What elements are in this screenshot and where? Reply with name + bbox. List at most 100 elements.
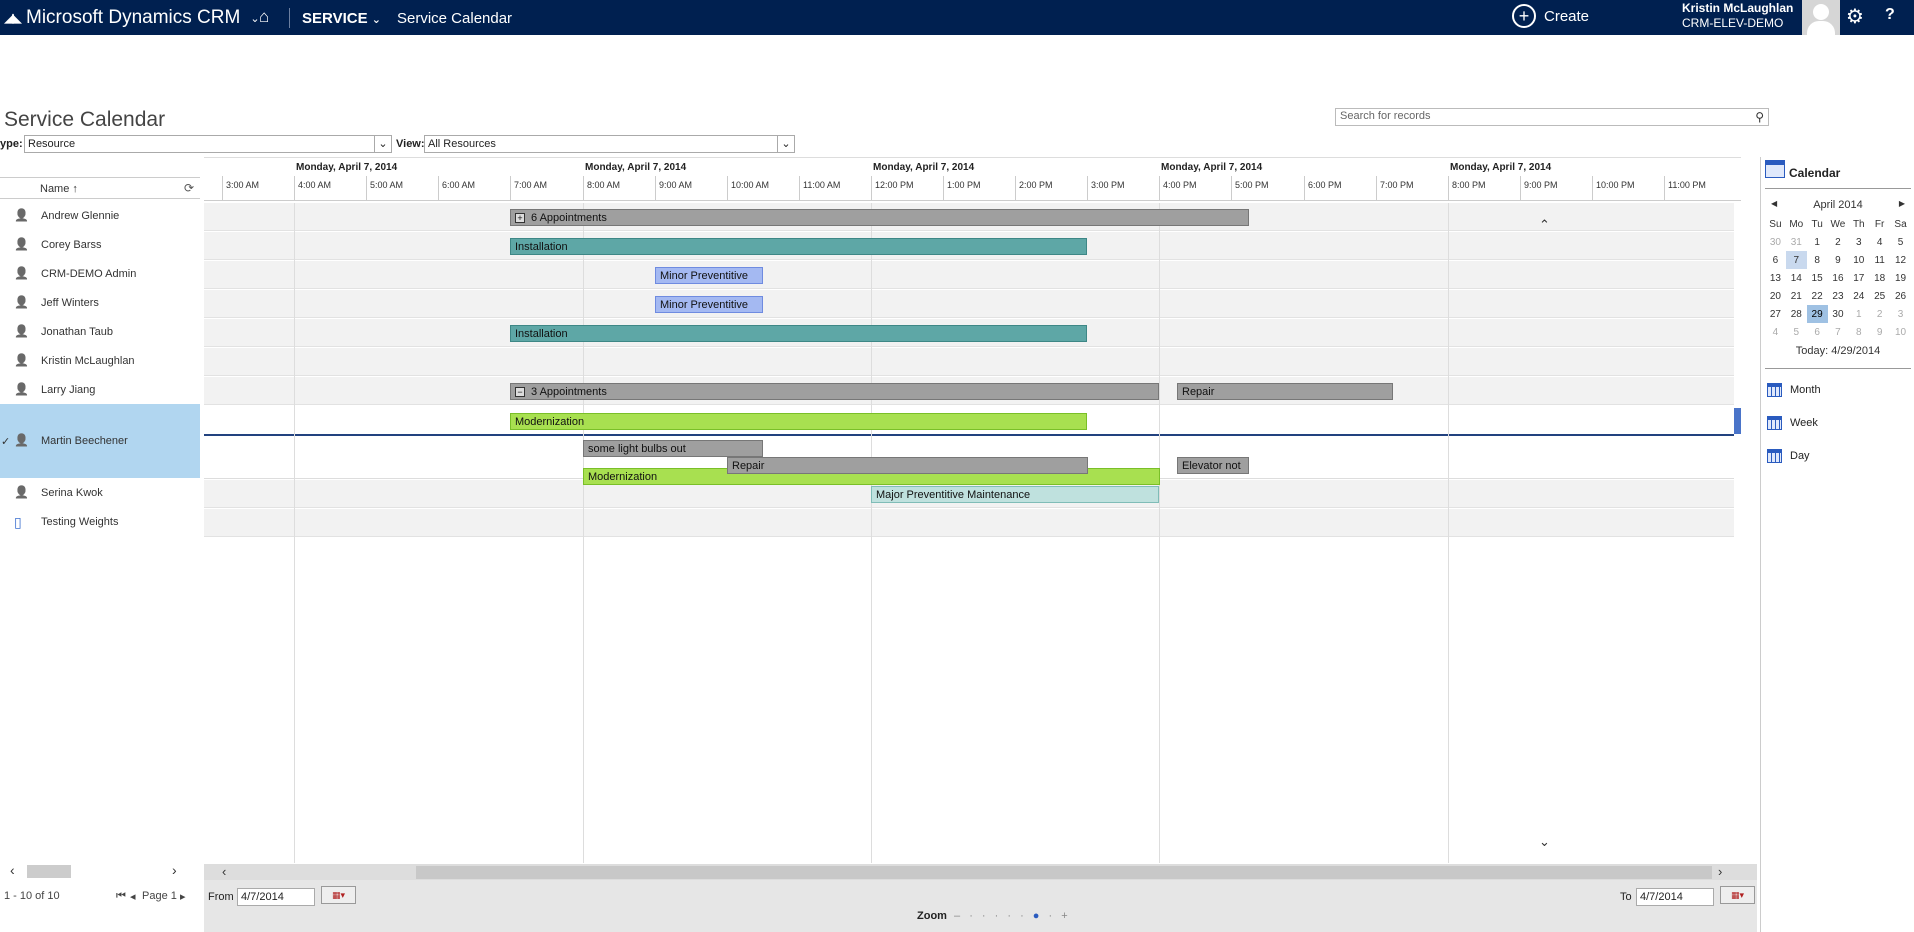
- calendar-day[interactable]: 19: [1894, 272, 1907, 284]
- calendar-day[interactable]: 10: [1894, 326, 1907, 338]
- calendar-day[interactable]: 5: [1897, 236, 1904, 248]
- schedule-row[interactable]: [204, 348, 1734, 376]
- calendar-day[interactable]: 25: [1874, 290, 1886, 302]
- gear-icon[interactable]: ⚙: [1846, 6, 1864, 28]
- appointment-bar[interactable]: Minor Preventitive: [655, 267, 763, 284]
- appointment-bar[interactable]: Major Preventitive Maintenance: [871, 486, 1159, 503]
- resource-row[interactable]: 👤 Larry Jiang: [0, 375, 200, 404]
- to-date-input[interactable]: 4/7/2014: [1636, 888, 1714, 906]
- calendar-day[interactable]: 11: [1874, 254, 1885, 266]
- calendar-day[interactable]: 4: [1772, 326, 1779, 338]
- scroll-left-icon[interactable]: ‹: [10, 862, 15, 878]
- calendar-day[interactable]: 3: [1897, 308, 1904, 320]
- calendar-day[interactable]: 27: [1769, 308, 1781, 320]
- search-input[interactable]: Search for records ⚲: [1335, 108, 1769, 126]
- collapse-icon[interactable]: −: [515, 387, 525, 397]
- view-select[interactable]: All Resources ⌄: [424, 135, 795, 153]
- today-link[interactable]: Today: 4/29/2014: [1795, 345, 1881, 357]
- home-icon[interactable]: ⌂: [259, 7, 270, 26]
- calendar-day[interactable]: 9: [1835, 254, 1841, 266]
- calendar-day[interactable]: 18: [1874, 272, 1886, 284]
- type-select[interactable]: Resource ⌄: [24, 135, 392, 153]
- appointment-bar[interactable]: Minor Preventitive: [655, 296, 763, 313]
- app-logo[interactable]: ◢◣ Microsoft Dynamics CRM ⌄: [4, 7, 260, 29]
- calendar-day[interactable]: 30: [1832, 308, 1844, 320]
- calendar-day[interactable]: 7: [1785, 251, 1807, 269]
- search-icon[interactable]: ⚲: [1755, 110, 1764, 124]
- calendar-day[interactable]: 23: [1832, 290, 1844, 302]
- calendar-day[interactable]: 6: [1772, 254, 1779, 266]
- name-column-header[interactable]: Name ↑: [40, 183, 78, 195]
- timeline-horizontal-scrollbar[interactable]: ‹ ›: [204, 864, 1757, 880]
- appointment-bar[interactable]: −3 Appointments: [510, 383, 1159, 400]
- calendar-day[interactable]: 6: [1814, 326, 1820, 338]
- resource-row[interactable]: 👤 Kristin McLaughlan: [0, 346, 200, 375]
- calendar-day[interactable]: 5: [1793, 326, 1800, 338]
- calendar-day[interactable]: 29: [1806, 305, 1828, 323]
- calendar-day[interactable]: 12: [1894, 254, 1907, 266]
- from-date-input[interactable]: 4/7/2014: [237, 888, 315, 906]
- resource-row[interactable]: 👤 Serina Kwok: [0, 478, 200, 507]
- calendar-day[interactable]: 22: [1811, 290, 1823, 302]
- appointment-bar[interactable]: Installation: [510, 325, 1087, 342]
- calendar-day[interactable]: 8: [1814, 254, 1820, 266]
- resource-horizontal-scrollbar[interactable]: ‹ ›: [0, 862, 200, 878]
- scroll-right-icon[interactable]: ›: [172, 862, 177, 878]
- module-menu[interactable]: SERVICE ⌄: [302, 10, 381, 27]
- appointment-bar[interactable]: Repair: [727, 457, 1088, 474]
- calendar-day[interactable]: 7: [1835, 326, 1841, 338]
- scroll-thumb[interactable]: [27, 865, 71, 878]
- calendar-day[interactable]: 16: [1832, 272, 1844, 284]
- next-page-icon[interactable]: ▸: [180, 891, 186, 903]
- scroll-up-icon[interactable]: ⌃: [1539, 217, 1550, 232]
- calendar-day[interactable]: 1: [1814, 236, 1820, 248]
- to-calendar-picker-icon[interactable]: ▦▾: [1720, 886, 1755, 904]
- calendar-day[interactable]: 10: [1853, 254, 1865, 266]
- calendar-day[interactable]: 20: [1769, 290, 1781, 302]
- schedule-row[interactable]: [204, 290, 1734, 318]
- help-icon[interactable]: ?: [1885, 6, 1895, 23]
- refresh-icon[interactable]: ⟳: [184, 181, 195, 195]
- zoom-control[interactable]: Zoom – · · · · · ● · +: [917, 910, 1071, 922]
- avatar[interactable]: [1802, 0, 1840, 35]
- appointment-bar[interactable]: Installation: [510, 238, 1087, 255]
- calendar-day[interactable]: 3: [1856, 236, 1862, 248]
- view-month-link[interactable]: Month: [1767, 383, 1821, 397]
- resource-row[interactable]: 👤 Jeff Winters: [0, 288, 200, 317]
- schedule-row[interactable]: [204, 261, 1734, 289]
- calendar-day[interactable]: 1: [1856, 308, 1862, 320]
- resource-row[interactable]: ▯ Testing Weights: [0, 507, 200, 536]
- breadcrumb[interactable]: Service Calendar: [397, 10, 513, 27]
- calendar-day[interactable]: 21: [1790, 290, 1802, 302]
- from-calendar-picker-icon[interactable]: ▦▾: [321, 886, 356, 904]
- appointment-bar[interactable]: some light bulbs out: [583, 440, 763, 457]
- previous-month-icon[interactable]: ◀: [1771, 199, 1778, 208]
- appointment-bar[interactable]: Elevator not: [1177, 457, 1249, 474]
- resource-row[interactable]: 👤 Jonathan Taub: [0, 317, 200, 346]
- calendar-day[interactable]: 4: [1876, 236, 1883, 248]
- calendar-day[interactable]: 14: [1790, 272, 1802, 284]
- calendar-day[interactable]: 8: [1856, 326, 1862, 338]
- next-month-icon[interactable]: ▶: [1898, 199, 1905, 208]
- calendar-day[interactable]: 28: [1790, 308, 1802, 320]
- resource-row[interactable]: 👤 Corey Barss: [0, 230, 200, 259]
- create-button[interactable]: + Create: [1512, 4, 1589, 28]
- view-week-link[interactable]: Week: [1767, 416, 1818, 430]
- calendar-day[interactable]: 2: [1876, 308, 1883, 320]
- calendar-day[interactable]: 9: [1876, 326, 1883, 338]
- calendar-day[interactable]: 15: [1811, 272, 1823, 284]
- calendar-day[interactable]: 26: [1894, 290, 1907, 302]
- calendar-day[interactable]: 24: [1853, 290, 1865, 302]
- calendar-day[interactable]: 31: [1790, 236, 1802, 248]
- appointment-bar[interactable]: Modernization: [510, 413, 1087, 430]
- expand-icon[interactable]: +: [515, 213, 525, 223]
- calendar-day[interactable]: 13: [1769, 272, 1781, 284]
- view-day-link[interactable]: Day: [1767, 449, 1810, 463]
- previous-page-icon[interactable]: ◂: [130, 891, 136, 903]
- schedule-row[interactable]: [204, 509, 1734, 537]
- user-info[interactable]: Kristin McLaughlan CRM-ELEV-DEMO: [1682, 1, 1793, 31]
- calendar-day[interactable]: 2: [1835, 236, 1841, 248]
- first-page-icon[interactable]: ⏮: [116, 890, 126, 902]
- scroll-right-icon[interactable]: ›: [1718, 864, 1723, 879]
- calendar-day[interactable]: 17: [1853, 272, 1865, 284]
